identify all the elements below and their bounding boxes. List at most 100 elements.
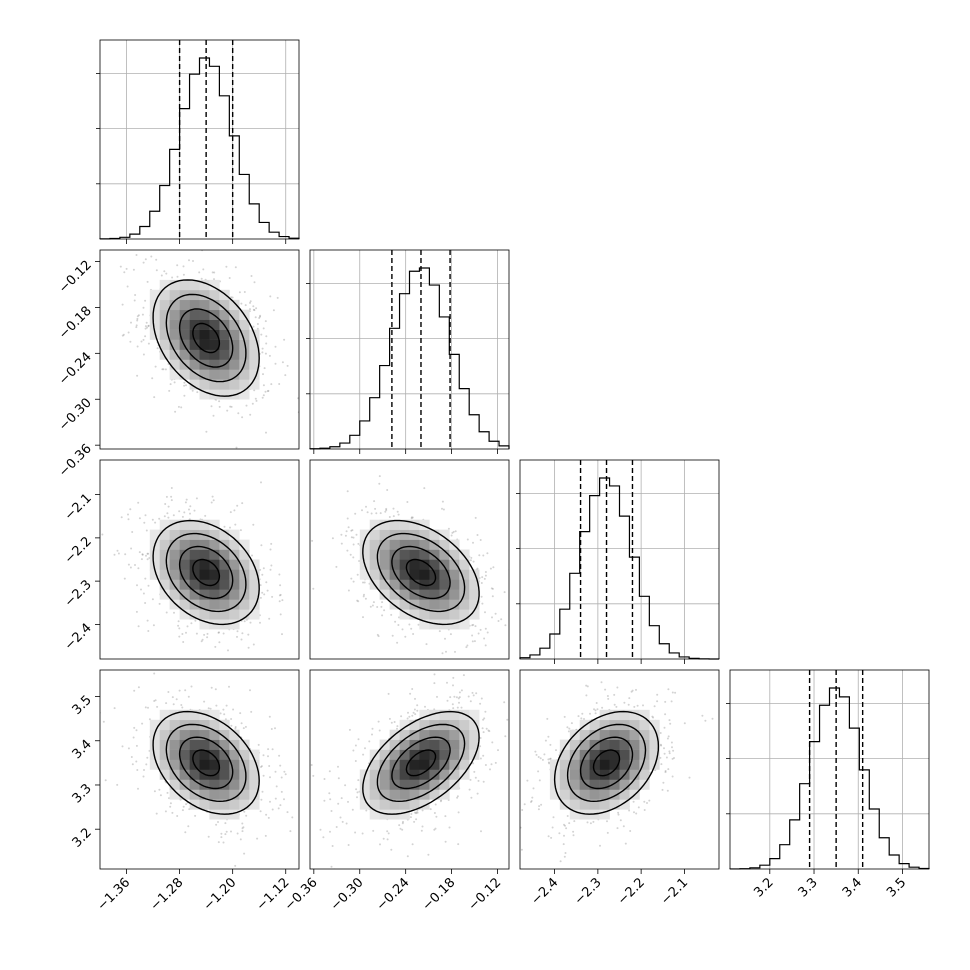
density-cell-0-2-13-4: [229, 609, 240, 620]
scatter-point-2-3-404: [530, 800, 533, 802]
density-cell-0-1-10-9: [199, 349, 210, 360]
scatter-point-2-3-604: [683, 722, 686, 725]
scatter-point-0-3-293: [215, 704, 218, 707]
scatter-point-0-2-656: [140, 588, 142, 591]
density-cell-0-3-13-9: [229, 769, 240, 780]
density-cell-1-2-5-12: [359, 529, 371, 540]
scatter-point-0-1-333: [135, 326, 138, 329]
scatter-point-2-3-429: [546, 717, 549, 720]
ytick-label-2-1: −2.3: [62, 577, 95, 610]
contour-0-3-2: [165, 723, 247, 803]
scatter-point-0-3-570: [260, 798, 263, 801]
scatter-point-1-2-318: [494, 612, 497, 615]
scatter-point-0-1-535: [173, 381, 176, 384]
density-cell-1-2-9-12: [399, 529, 410, 540]
scatter-point-1-2-226: [352, 543, 355, 546]
density-cell-1-3-14-12: [449, 739, 460, 750]
scatter-point-1-2-605: [350, 536, 353, 539]
scatter-point-2-3-55: [604, 688, 607, 691]
scatter-point-0-3-52: [267, 816, 270, 819]
density-cell-1-2-15-4: [459, 609, 470, 620]
scatter-point-1-2-548: [363, 581, 366, 584]
contour-0-2-1: [178, 545, 234, 600]
density-cell-1-3-10-13: [409, 729, 420, 740]
scatter-point-1-3-497: [456, 706, 459, 709]
scatter-point-2-3-168: [600, 681, 603, 684]
density-cell-1-2-10-8: [409, 569, 420, 580]
scatter-point-2-3-653: [520, 848, 523, 851]
density-cell-1-2-15-10: [459, 549, 470, 560]
scatter-point-0-1-643: [126, 285, 129, 288]
density-cell-1-2-13-5: [439, 599, 450, 610]
scatter-point-0-2-221: [178, 510, 181, 513]
density-cell-0-2-5-12: [149, 529, 161, 540]
density-cell-0-1-11-7: [209, 369, 220, 380]
scatter-point-2-3-545: [635, 812, 638, 815]
density-cell-2-3-6-8: [579, 779, 590, 790]
scatter-point-1-2-503: [469, 559, 472, 562]
scatter-point-2-3-151: [589, 822, 592, 825]
density-cell-1-2-12-6: [429, 589, 440, 600]
scatter-point-0-2-573: [141, 553, 144, 556]
density-cell-1-2-6-10: [369, 549, 380, 560]
scatter-point-1-3-625: [494, 761, 497, 764]
density-cell-0-1-8-14: [179, 299, 190, 311]
density-cell-1-2-7-7: [379, 579, 390, 590]
scatter-point-1-2-538: [465, 646, 468, 649]
density-cell-0-2-10-6: [199, 589, 210, 600]
density-cell-1-3-9-6: [399, 799, 410, 810]
scatter-point-1-3-217: [335, 826, 338, 828]
hist-step-2: [519, 477, 720, 660]
density-cell-0-2-6-7: [159, 579, 170, 590]
scatter-point-0-3-108: [236, 832, 239, 835]
density-cell-0-3-9-9: [189, 769, 200, 780]
density-cell-0-1-9-12: [189, 319, 200, 330]
density-cell-0-3-14-9: [239, 769, 250, 780]
density-cell-1-2-16-4: [469, 609, 480, 620]
scatter-point-1-3-693: [460, 706, 463, 709]
density-cell-0-3-15-6: [249, 799, 260, 810]
scatter-point-0-1-7: [249, 301, 251, 304]
density-cell-2-3-7-13: [589, 729, 600, 740]
scatter-point-1-2-514: [390, 613, 393, 616]
scatter-point-2-3-361: [651, 715, 654, 718]
scatter-point-0-2-521: [270, 542, 273, 545]
scatter-point-0-3-490: [274, 797, 277, 800]
scatter-point-2-3-321: [623, 701, 626, 704]
density-cell-0-3-8-11: [179, 749, 190, 760]
scatter-point-0-1-588: [210, 405, 213, 408]
density-inner-1-2: [311, 475, 509, 669]
density-cell-1-3-5-7: [359, 789, 371, 800]
scatter-point-0-3-345: [217, 841, 220, 844]
density-frame-1-2: [309, 459, 510, 660]
scatter-point-1-2-155: [454, 530, 457, 533]
density-cell-2-3-8-7: [599, 789, 610, 800]
scatter-point-1-3-162: [407, 711, 409, 714]
xtick-label-2-2: −2.2: [615, 875, 648, 908]
scatter-point-0-3-134: [164, 810, 167, 813]
density-cell-1-2-10-6: [409, 589, 420, 600]
scatter-point-1-3-590: [480, 697, 483, 700]
scatter-point-0-2-686: [164, 503, 167, 505]
density-cell-2-3-5-11: [569, 749, 581, 760]
scatter-point-0-1-672: [140, 340, 143, 343]
scatter-point-1-2-471: [467, 667, 469, 669]
density-cell-1-3-13-8: [439, 779, 450, 790]
density-cell-0-1-14-9: [239, 349, 250, 360]
scatter-point-0-3-35: [165, 702, 168, 705]
scatter-point-0-2-336: [241, 632, 244, 635]
scatter-point-1-2-9: [374, 507, 377, 510]
density-cell-1-2-9-13: [399, 519, 410, 530]
scatter-point-0-3-494: [259, 810, 262, 813]
scatter-point-0-2-70: [170, 499, 173, 502]
density-cell-0-1-9-7: [189, 369, 200, 380]
density-frame-1-3: [309, 669, 510, 870]
density-cell-0-3-11-12: [209, 739, 220, 750]
scatter-point-0-1-445: [258, 317, 261, 319]
scatter-point-1-3-609: [396, 727, 398, 730]
scatter-point-2-3-436: [633, 705, 636, 708]
contour-0-1-2: [165, 293, 247, 383]
scatter-point-1-3-418: [323, 799, 326, 802]
scatter-point-0-3-117: [172, 703, 175, 706]
scatter-point-2-3-132: [667, 735, 670, 738]
